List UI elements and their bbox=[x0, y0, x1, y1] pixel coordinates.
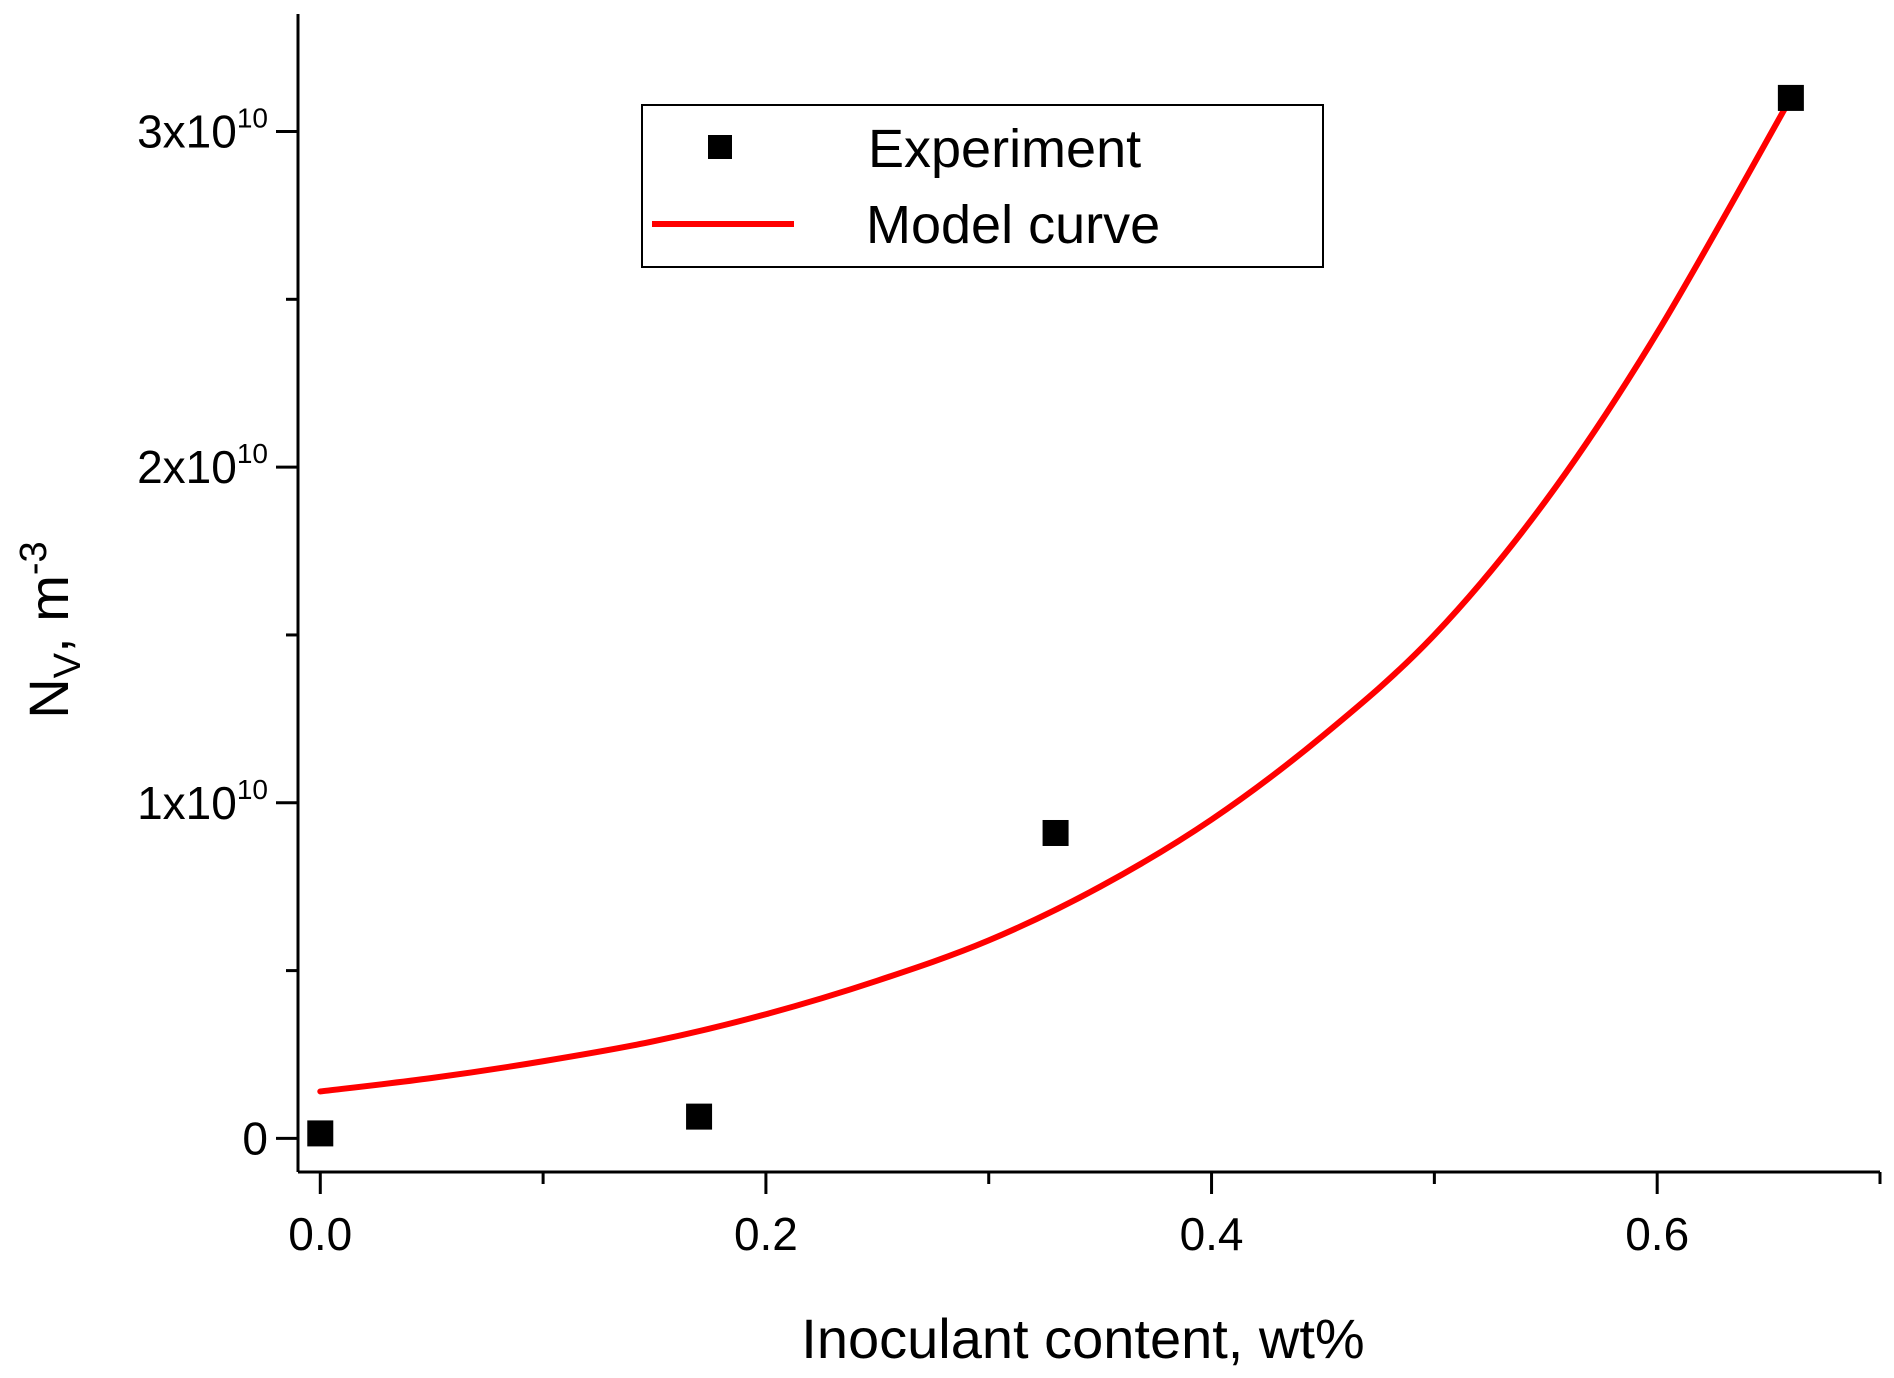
data-point-experiment-1 bbox=[686, 1103, 713, 1130]
x-tick-label-1: 0.2 bbox=[734, 1208, 798, 1260]
series-line-model-curve bbox=[317, 94, 1794, 1095]
x-tick-label-2: 0.4 bbox=[1180, 1208, 1244, 1260]
x-axis-title: Inoculant content, wt% bbox=[801, 1307, 1364, 1370]
legend-marker-experiment bbox=[708, 135, 732, 159]
x-tick-label-0: 0.0 bbox=[288, 1208, 352, 1260]
series-layer bbox=[307, 84, 1804, 1147]
y-axis-title-base: N bbox=[17, 678, 80, 718]
y-tick-label-0: 0 bbox=[242, 1112, 268, 1164]
axes: 0.0 0.2 0.4 0.6 0 1x1010 2x1010 3x1010 bbox=[137, 14, 1882, 1260]
y-tick-label-3: 3x1010 bbox=[137, 102, 268, 157]
y-axis-title-sub: V bbox=[47, 652, 89, 678]
data-point-experiment-3 bbox=[1777, 84, 1804, 111]
y-tick-label-2: 2x1010 bbox=[137, 438, 268, 493]
legend-label-experiment: Experiment bbox=[868, 119, 1141, 179]
legend-label-model-curve: Model curve bbox=[866, 195, 1160, 255]
legend-box bbox=[641, 104, 1324, 268]
y-axis-title-rest: , m bbox=[17, 575, 80, 653]
y-axis-title-sup: -3 bbox=[13, 541, 55, 575]
legend: Experiment Model curve bbox=[641, 104, 1324, 268]
y-tick-label-1: 1x1010 bbox=[137, 774, 268, 829]
data-point-experiment-0 bbox=[307, 1120, 334, 1147]
y-axis-title: NV, m-3 bbox=[13, 541, 89, 718]
x-tick-label-3: 0.6 bbox=[1625, 1208, 1689, 1260]
data-point-experiment-2 bbox=[1042, 819, 1069, 846]
